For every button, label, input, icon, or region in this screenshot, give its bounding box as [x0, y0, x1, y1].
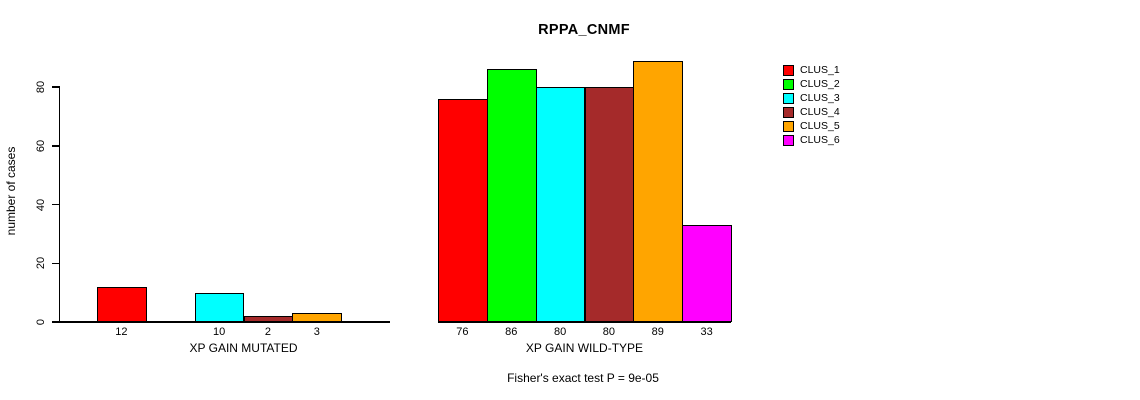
bar-value-label: 12: [115, 326, 128, 338]
bar-value-label: 80: [602, 326, 616, 338]
y-axis-tick-label: 20: [35, 257, 47, 270]
legend-swatch: [783, 107, 794, 118]
fisher-test-annotation: Fisher's exact test P = 9e-05: [507, 371, 659, 385]
x-axis-line: [60, 321, 390, 323]
y-axis-tick: [52, 321, 60, 323]
y-axis-tick: [52, 145, 60, 147]
y-axis-tick: [52, 262, 60, 264]
bar-value-label: 2: [264, 326, 271, 338]
legend-label: CLUS_2: [800, 78, 840, 90]
legend-swatch: [783, 121, 794, 132]
bar-value-label: 89: [651, 326, 664, 338]
bar-value-label: 86: [505, 326, 518, 338]
y-axis-tick: [52, 203, 60, 206]
y-axis-tick-label: 80: [35, 80, 47, 94]
chart-title: RPPA_CNMF: [538, 22, 630, 38]
bar-value-label: 80: [553, 326, 567, 338]
bar-clus-3: [535, 87, 586, 322]
x-axis-label-wild-type: XP GAIN WILD-TYPE: [525, 341, 644, 355]
legend-label: CLUS_6: [800, 134, 840, 146]
legend-label: CLUS_3: [800, 92, 840, 104]
legend-label: CLUS_1: [800, 64, 840, 76]
bar-clus-5: [292, 313, 343, 322]
y-axis-label: number of cases: [4, 146, 18, 236]
bar-clus-4: [243, 316, 294, 322]
legend-swatch: [783, 135, 794, 146]
bar-clus-1: [438, 98, 488, 322]
bar-clus-2: [486, 69, 537, 322]
bar-value-label: 10: [212, 326, 226, 338]
legend-swatch: [783, 65, 794, 76]
legend-swatch: [783, 79, 794, 90]
legend-label: CLUS_4: [800, 106, 840, 118]
bar-value-label: 33: [700, 326, 713, 338]
x-axis-label-mutated: XP GAIN MUTATED: [189, 341, 298, 355]
bar-clus-4: [584, 87, 635, 322]
legend-swatch: [783, 93, 794, 104]
y-axis-tick-label: 40: [35, 198, 47, 211]
bar-clus-3: [194, 292, 245, 322]
bar-clus-5: [633, 60, 684, 322]
bar-value-label: 3: [313, 326, 320, 338]
legend-label: CLUS_5: [800, 120, 840, 132]
bar-value-label: 76: [456, 326, 469, 338]
y-axis-tick: [52, 86, 60, 88]
x-axis-line: [438, 321, 731, 323]
bar-clus-6: [682, 225, 732, 322]
bar-clus-1: [97, 286, 147, 322]
y-axis-tick-label: 60: [35, 139, 47, 152]
y-axis-tick-label: 0: [35, 318, 47, 326]
